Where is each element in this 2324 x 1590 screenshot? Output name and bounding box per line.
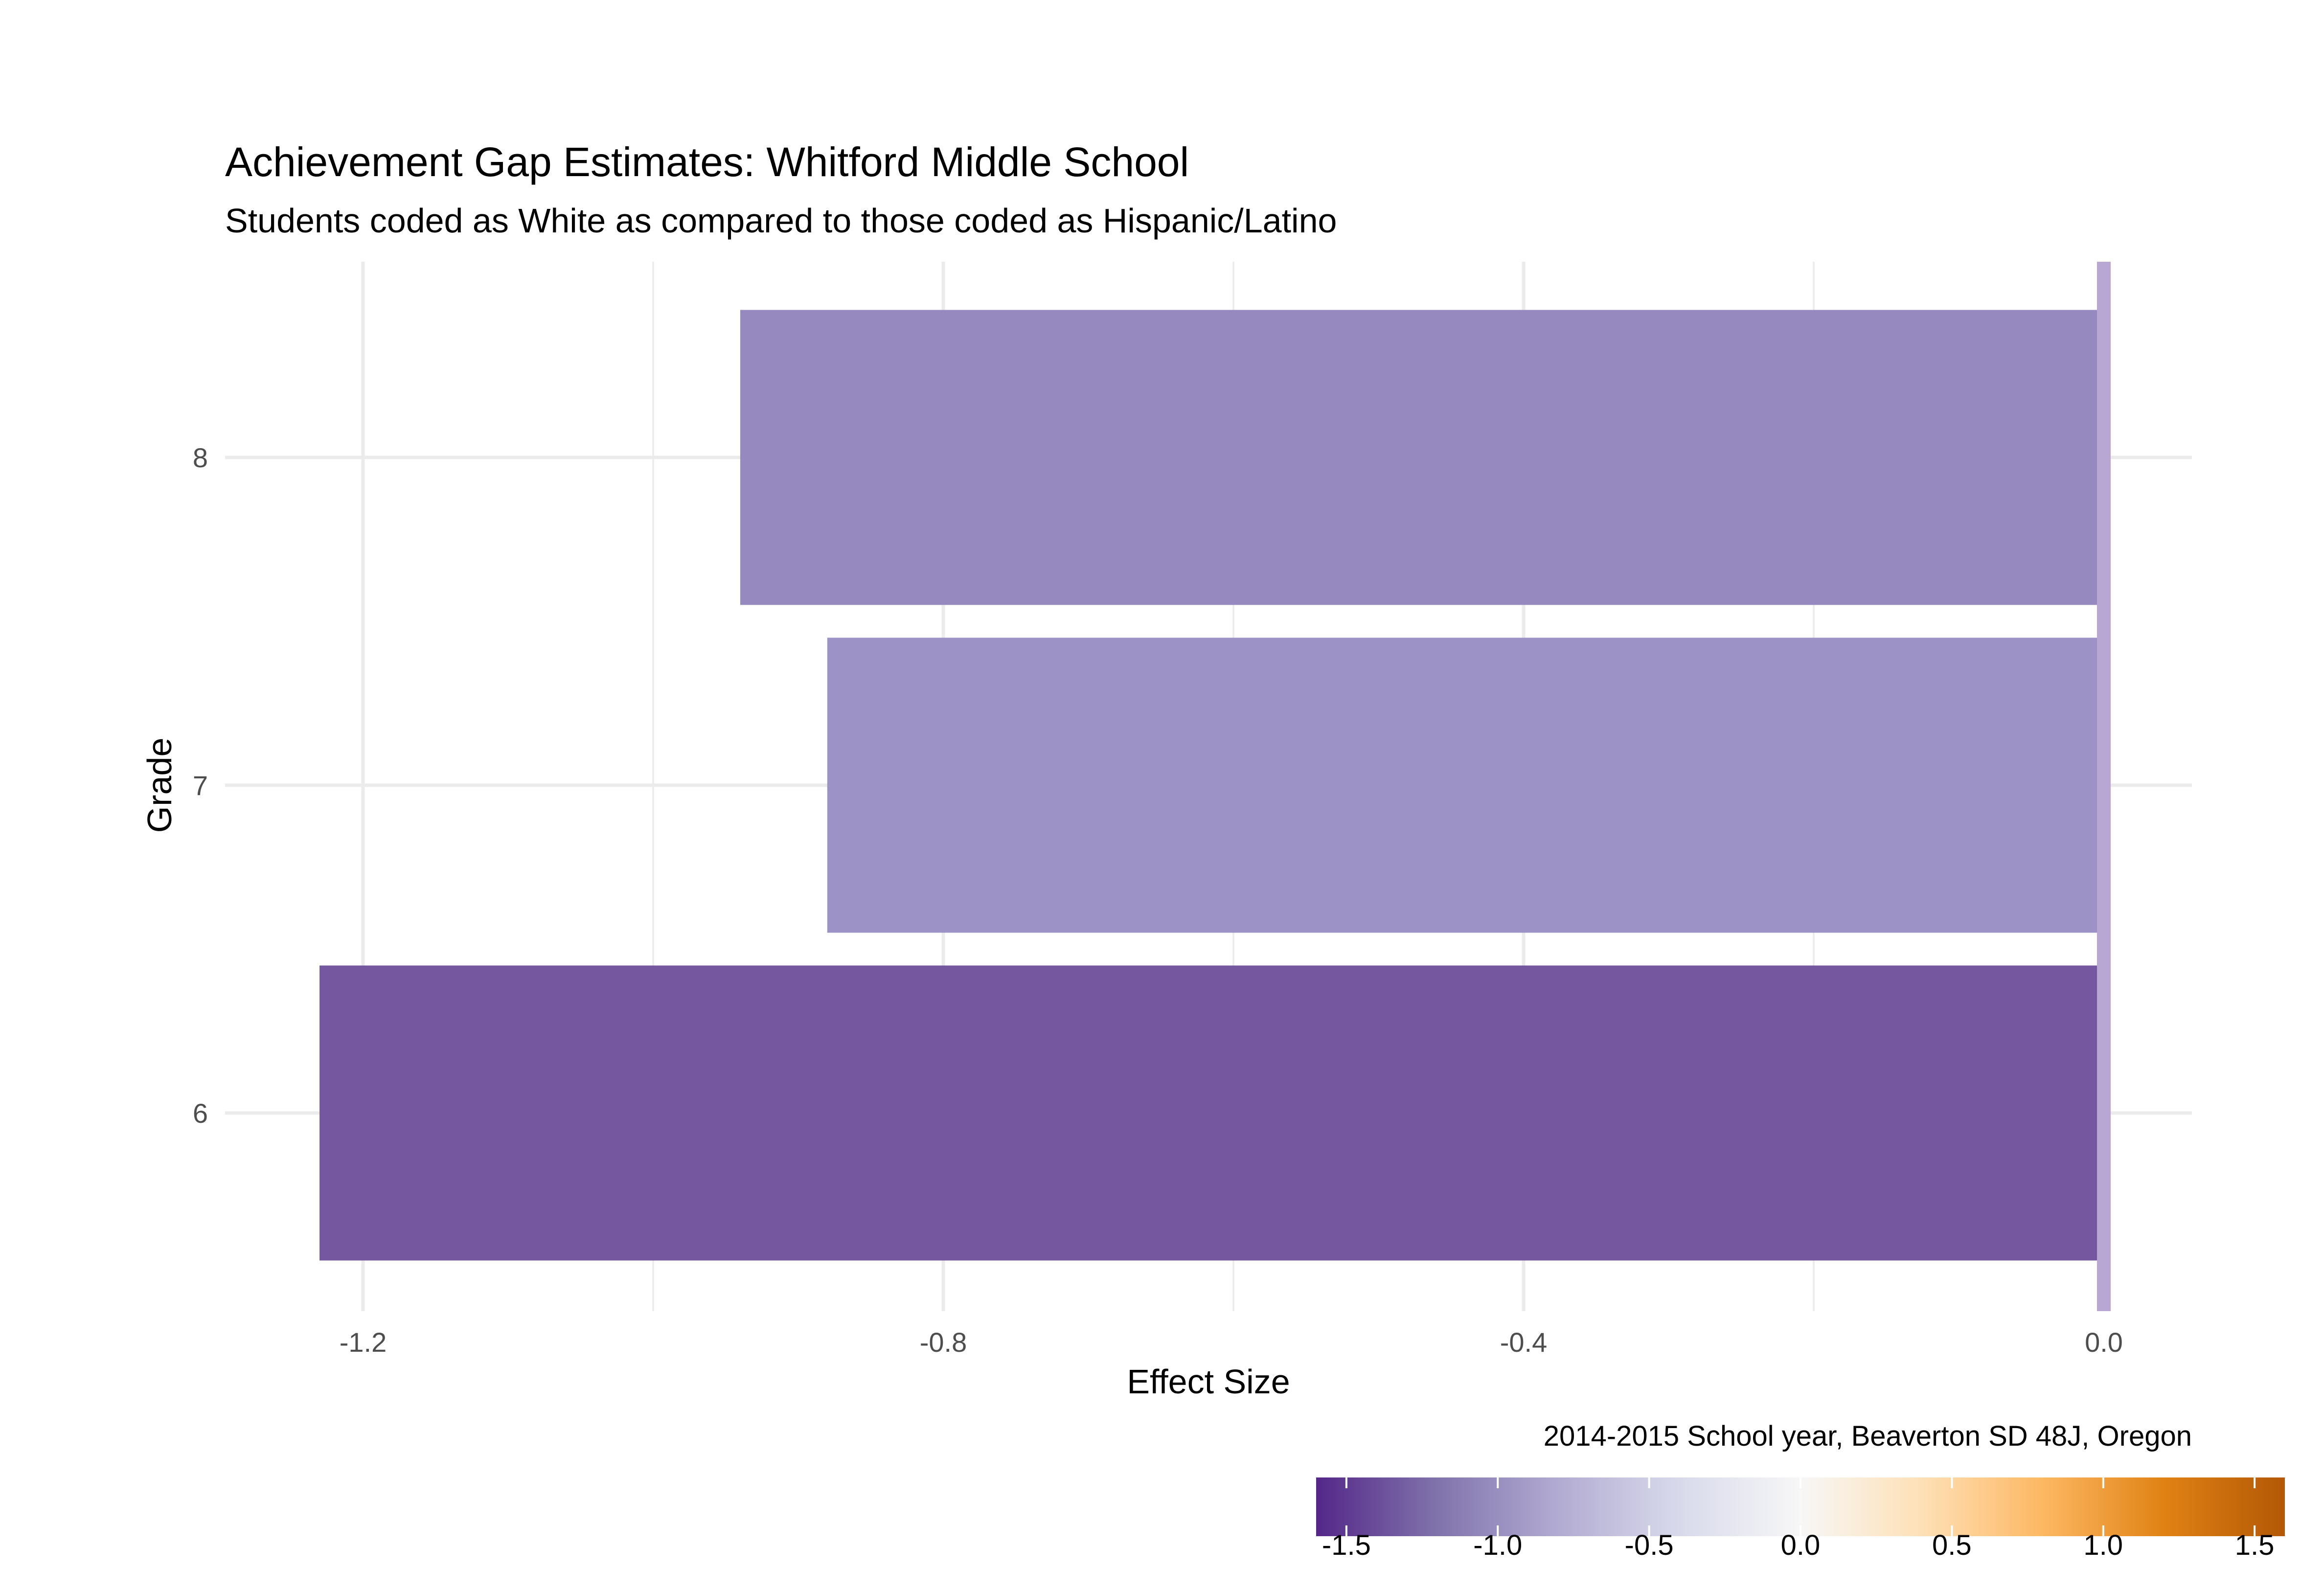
y-tick-label: 6 — [193, 1098, 208, 1129]
chart-title: Achievement Gap Estimates: Whitford Midd… — [225, 139, 1189, 185]
bars — [319, 310, 2104, 1261]
colorbar-tick-label: -1.0 — [1473, 1529, 1522, 1561]
colorbar-tick-label: -0.5 — [1625, 1529, 1674, 1561]
colorbar-tick-label: 0.0 — [1781, 1529, 1821, 1561]
colorbar-tick-label: 0.5 — [1932, 1529, 1972, 1561]
y-tick-label: 8 — [193, 442, 208, 473]
x-axis-tick-labels: -1.2 -0.8 -0.4 0.0 — [340, 1327, 2123, 1358]
y-tick-label: 7 — [193, 770, 208, 801]
bar-grade-8 — [740, 310, 2104, 605]
colorbar-tick-label: 1.5 — [2235, 1529, 2275, 1561]
colorbar-legend: -1.5 -1.0 -0.5 0.0 0.5 1.0 1.5 — [1316, 1477, 2285, 1561]
colorbar-tick-label: -1.5 — [1322, 1529, 1371, 1561]
x-tick-label: -0.4 — [1500, 1327, 1548, 1358]
y-axis-tick-labels: 6 7 8 — [193, 442, 208, 1129]
x-tick-label: 0.0 — [2085, 1327, 2123, 1358]
x-tick-label: -1.2 — [340, 1327, 387, 1358]
bar-grade-7 — [827, 637, 2104, 933]
bar-grade-6 — [319, 965, 2104, 1261]
colorbar-tick-label: 1.0 — [2083, 1529, 2123, 1561]
x-tick-label: -0.8 — [920, 1327, 967, 1358]
chart-subtitle: Students coded as White as compared to t… — [225, 202, 1337, 240]
y-axis-title: Grade — [140, 738, 179, 833]
x-axis-title: Effect Size — [1127, 1363, 1290, 1401]
colorbar-ticks: -1.5 -1.0 -0.5 0.0 0.5 1.0 1.5 — [1322, 1477, 2275, 1561]
caption: 2014-2015 School year, Beaverton SD 48J,… — [1544, 1420, 2192, 1452]
